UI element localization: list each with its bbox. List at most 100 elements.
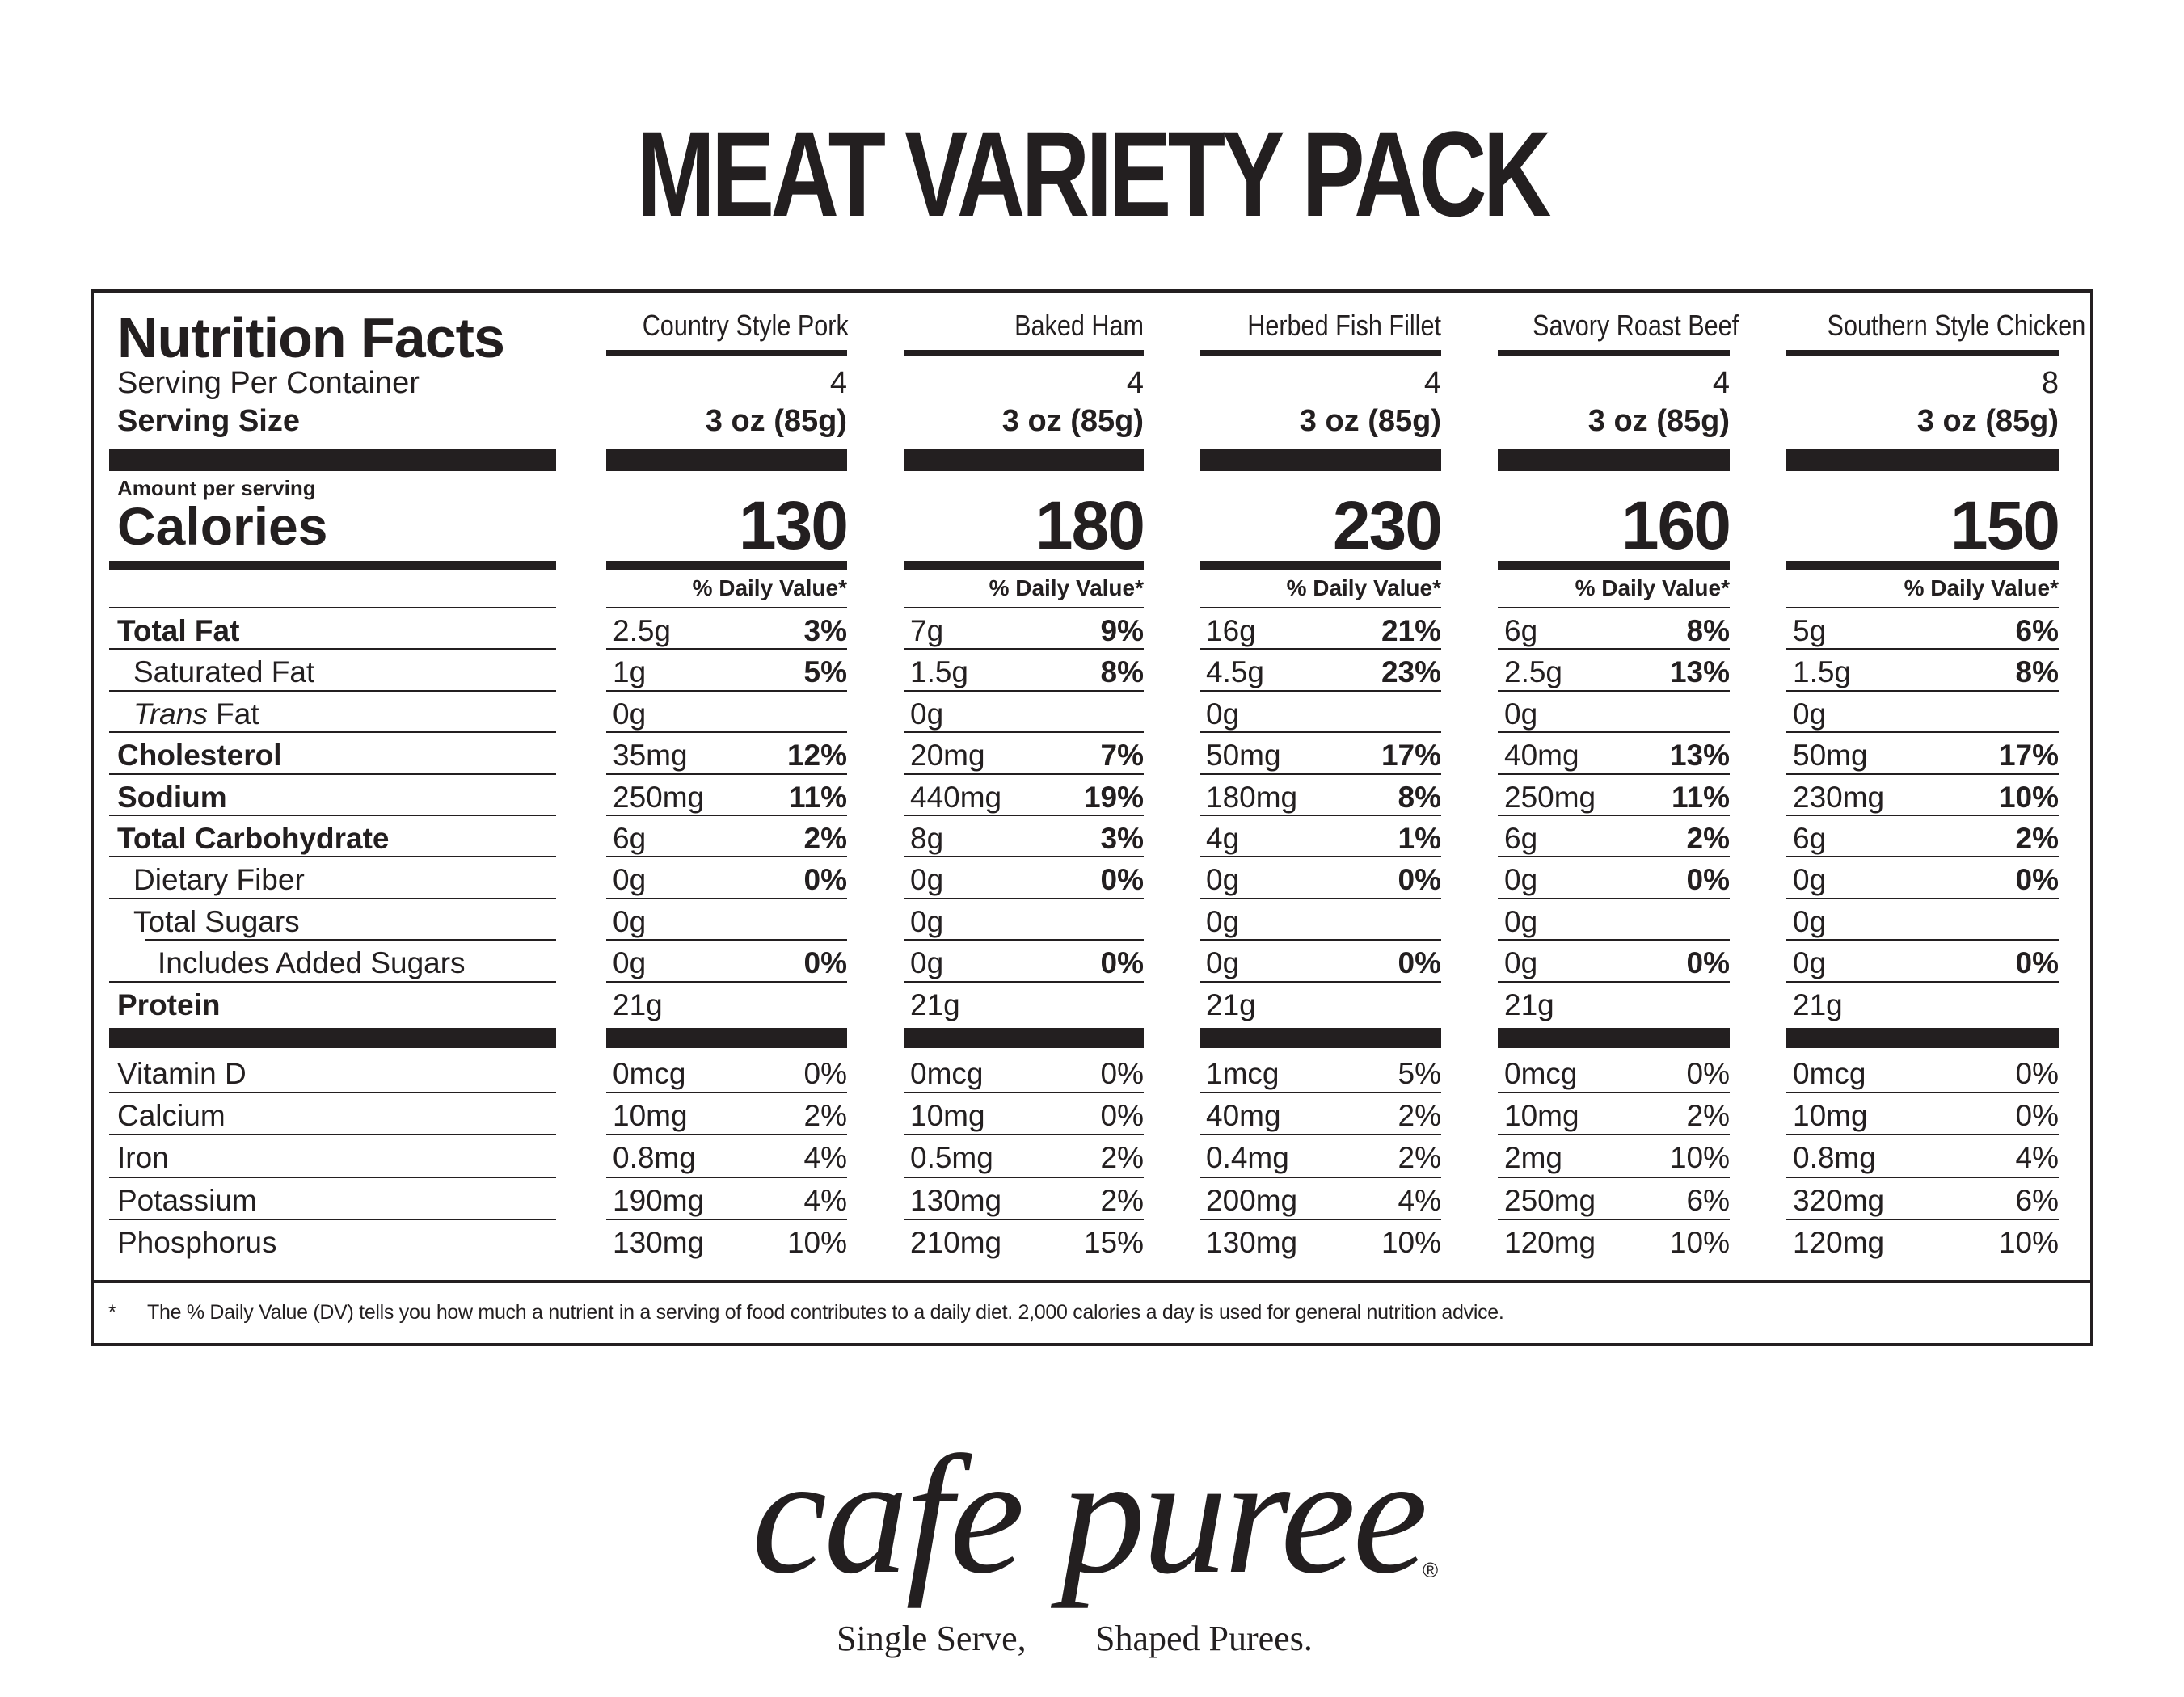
serving-size: 3 oz (85g) (1587, 404, 1730, 438)
registered-mark: ® (1423, 1558, 1439, 1582)
nutrient-amount: 0g (910, 697, 944, 731)
calories-value: 230 (1332, 487, 1443, 563)
nutrient-label: Total Carbohydrate (117, 822, 390, 855)
nutrient-daily-value: 3% (1100, 822, 1144, 855)
vitamin-amount: 0mcg (613, 1057, 686, 1090)
vitamin-daily-value: 2% (803, 1099, 847, 1133)
vitamin-label: Potassium (117, 1183, 257, 1217)
nutrient-amount: 6g (1504, 614, 1538, 647)
nutrient-amount: 1.5g (1793, 655, 1852, 689)
medium-divider (606, 561, 847, 570)
row-divider (1786, 689, 2059, 692)
row-divider (1200, 815, 1441, 816)
row-divider (1498, 856, 1730, 858)
vitamin-amount: 0mcg (910, 1057, 984, 1090)
medium-divider (109, 561, 556, 570)
nutrient-amount: 2.5g (1504, 655, 1563, 689)
nutrient-amount: 4.5g (1206, 655, 1265, 689)
vitamin-daily-value: 2% (1100, 1141, 1144, 1175)
serving-size: 3 oz (85g) (705, 404, 847, 438)
vitamin-daily-value: 10% (786, 1225, 847, 1259)
nutrient-amount: 0g (1504, 904, 1538, 938)
vitamin-amount: 0mcg (1793, 1057, 1866, 1090)
product-name: Country Style Pork (642, 309, 849, 342)
vitamin-amount: 10mg (910, 1099, 985, 1133)
nutrient-daily-value: 9% (1100, 614, 1144, 647)
vitamin-daily-value: 10% (1669, 1225, 1730, 1259)
nutrient-daily-value: 2% (803, 822, 847, 855)
brand-tagline-left: Single Serve, (837, 1619, 1027, 1658)
product-header-divider (606, 350, 847, 356)
row-divider (145, 939, 556, 941)
product-header-divider (1498, 350, 1730, 356)
vitamin-daily-value: 2% (1398, 1141, 1441, 1175)
row-divider (606, 897, 847, 899)
serving-per-container-label: Serving Per Container (117, 366, 420, 400)
brand-tagline-right: Shaped Purees. (1095, 1619, 1313, 1658)
row-divider (1498, 1134, 1730, 1136)
nutrient-label: Total Fat (117, 614, 240, 647)
nutrient-amount: 0g (1206, 863, 1240, 897)
row-divider (1498, 815, 1730, 816)
row-divider (606, 1176, 847, 1178)
nutrient-amount: 0g (1504, 697, 1538, 731)
nutrient-daily-value: 17% (1998, 739, 2059, 773)
nutrient-label: Trans Fat (133, 699, 259, 729)
nutrient-daily-value: 23% (1381, 655, 1441, 689)
row-divider (606, 939, 847, 941)
vitamin-daily-value: 10% (1998, 1225, 2059, 1259)
daily-value-header: % Daily Value* (1286, 575, 1441, 600)
brand-name: cafe puree (752, 1421, 1428, 1609)
thick-divider (1786, 449, 2059, 471)
thin-divider (904, 607, 1144, 608)
nutrient-amount: 0g (1504, 863, 1538, 897)
row-divider (606, 731, 847, 734)
thick-divider (1498, 449, 1730, 471)
nutrient-amount: 5g (1793, 614, 1827, 647)
vitamin-daily-value: 15% (1083, 1225, 1144, 1259)
nutrient-daily-value: 13% (1669, 739, 1730, 773)
thin-divider (1200, 607, 1441, 608)
row-divider (109, 1134, 556, 1136)
thick-divider (904, 449, 1144, 471)
row-divider (904, 1176, 1144, 1178)
row-divider (1200, 897, 1441, 899)
row-divider (1786, 731, 2059, 734)
row-divider (1498, 1092, 1730, 1094)
vitamin-amount: 1mcg (1206, 1057, 1280, 1090)
nutrient-amount: 0g (910, 904, 944, 938)
nutrient-daily-value: 8% (1686, 614, 1730, 647)
thick-divider (606, 1028, 847, 1048)
row-divider (1498, 897, 1730, 899)
vitamin-daily-value: 6% (2015, 1183, 2059, 1217)
nutrient-amount: 0g (1793, 863, 1827, 897)
nutrient-amount: 50mg (1793, 739, 1868, 773)
vitamin-daily-value: 4% (803, 1141, 847, 1175)
vitamin-daily-value: 2% (1686, 1099, 1730, 1133)
nutrient-daily-value: 7% (1100, 739, 1144, 773)
nutrient-amount: 4g (1206, 822, 1240, 855)
calories-label: Calories (117, 496, 328, 556)
footnote-box: * The % Daily Value (DV) tells you how m… (91, 1280, 2093, 1346)
amount-per-serving-label: Amount per serving (117, 476, 316, 500)
vitamin-daily-value: 0% (1100, 1057, 1144, 1090)
nutrient-amount: 0g (1793, 946, 1827, 980)
nutrient-amount: 0g (613, 904, 647, 938)
row-divider (904, 1218, 1144, 1220)
serving-size: 3 oz (85g) (1001, 404, 1144, 438)
row-divider (1786, 856, 2059, 858)
row-divider (109, 1176, 556, 1178)
nutrient-daily-value: 21% (1381, 614, 1441, 647)
row-divider (109, 1092, 556, 1094)
vitamin-amount: 130mg (613, 1225, 705, 1259)
daily-value-header: % Daily Value* (1904, 575, 2059, 600)
daily-value-header: % Daily Value* (692, 575, 847, 600)
row-divider (1498, 773, 1730, 775)
row-divider (904, 773, 1144, 775)
nutrient-label: Includes Added Sugars (158, 946, 466, 980)
nutrient-amount: 0g (910, 863, 944, 897)
product-name: Herbed Fish Fillet (1247, 309, 1441, 342)
nutrient-amount: 8g (910, 822, 944, 855)
row-divider (904, 939, 1144, 941)
servings-per-container: 4 (1126, 366, 1144, 400)
